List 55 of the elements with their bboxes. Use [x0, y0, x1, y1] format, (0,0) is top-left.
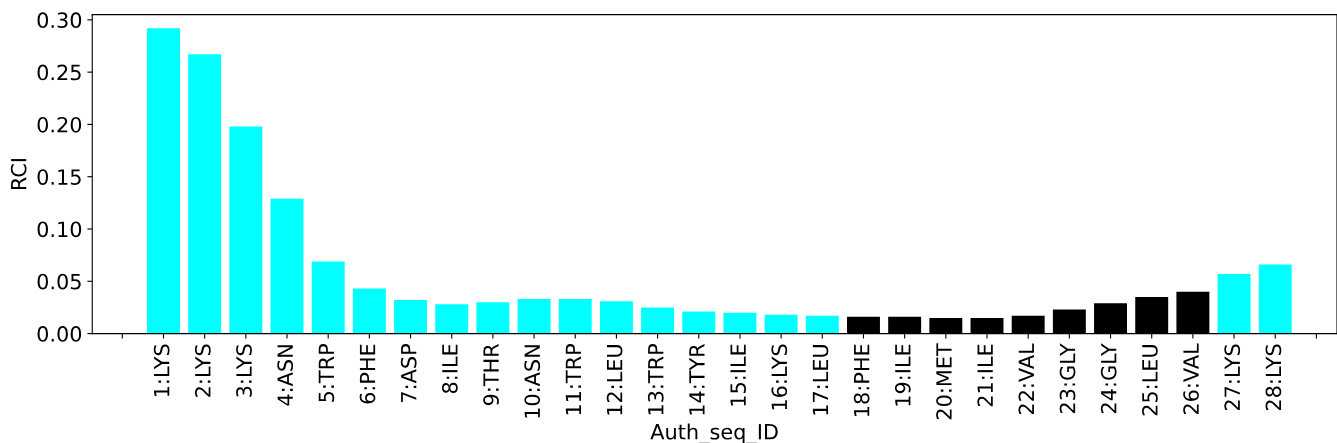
x-tick-label: 26:VAL: [1183, 343, 1199, 415]
x-tick-label: 16:LYS: [771, 344, 788, 410]
x-tick-label: 17:LEU: [812, 345, 829, 415]
bar: [1258, 264, 1292, 334]
x-tick-label: 19:ILE: [894, 344, 911, 406]
x-tick-label: 2:LYS: [194, 344, 211, 397]
x-tick-label: 11:TRP: [565, 344, 581, 415]
x-tick-label: 4:ASN: [277, 345, 294, 406]
bar: [517, 299, 551, 334]
y-tick-label: 0.20: [37, 116, 82, 133]
bar: [558, 299, 592, 334]
x-tick-label: 13:TRP: [647, 344, 664, 415]
y-tick-label: 0.10: [37, 221, 82, 238]
x-tick-label: 6:PHE: [359, 344, 376, 404]
x-tick-label: 25:LEU: [1141, 345, 1158, 416]
x-tick-label: 22:VAL: [1018, 343, 1034, 415]
bar: [394, 300, 428, 334]
x-tick-label: 28:LYS: [1265, 344, 1282, 411]
bar: [1217, 273, 1251, 334]
x-tick-label: 21:ILE: [977, 344, 993, 407]
y-tick-label: 0.05: [37, 273, 81, 290]
x-tick-label: 9:THR: [483, 343, 499, 406]
x-tick-label: 5:TRP: [318, 344, 335, 402]
y-tick-label: 0.25: [37, 64, 81, 81]
bar: [476, 302, 510, 334]
y-tick-label: 0.00: [37, 326, 82, 342]
bar: [435, 304, 469, 334]
bar: [311, 261, 345, 334]
bar: [188, 54, 222, 334]
bar: [723, 312, 757, 334]
bar: [270, 198, 304, 334]
x-tick-label: 7:ASP: [400, 344, 417, 402]
x-tick-label: 3:LYS: [236, 344, 252, 397]
x-tick-label: 24:GLY: [1100, 343, 1117, 414]
bar: [682, 311, 716, 334]
bar: [147, 28, 180, 334]
x-tick-label: 15:ILE: [730, 344, 746, 406]
x-tick-label: 23:GLY: [1059, 343, 1076, 414]
bar: [599, 301, 633, 334]
x-tick-label: 27:LYS: [1224, 344, 1241, 411]
y-tick-label: 0.30: [37, 12, 82, 29]
x-tick-label: 1:LYS: [153, 344, 170, 397]
x-tick-label: 8:ILE: [442, 344, 458, 394]
x-tick-label: 18:PHE: [853, 344, 870, 416]
x-tick-label: 14:TYR: [689, 343, 705, 415]
bar: [641, 307, 675, 334]
bar: [352, 288, 386, 334]
bar: [764, 314, 798, 334]
x-tick-label: 20:MET: [936, 343, 952, 420]
bar: [229, 126, 263, 334]
x-tick-label: 12:LEU: [606, 345, 623, 415]
bar: [805, 315, 839, 334]
x-tick-label: 10:ASN: [524, 345, 541, 418]
y-axis-title: RCI: [10, 159, 27, 190]
y-tick-label: 0.15: [37, 169, 81, 185]
